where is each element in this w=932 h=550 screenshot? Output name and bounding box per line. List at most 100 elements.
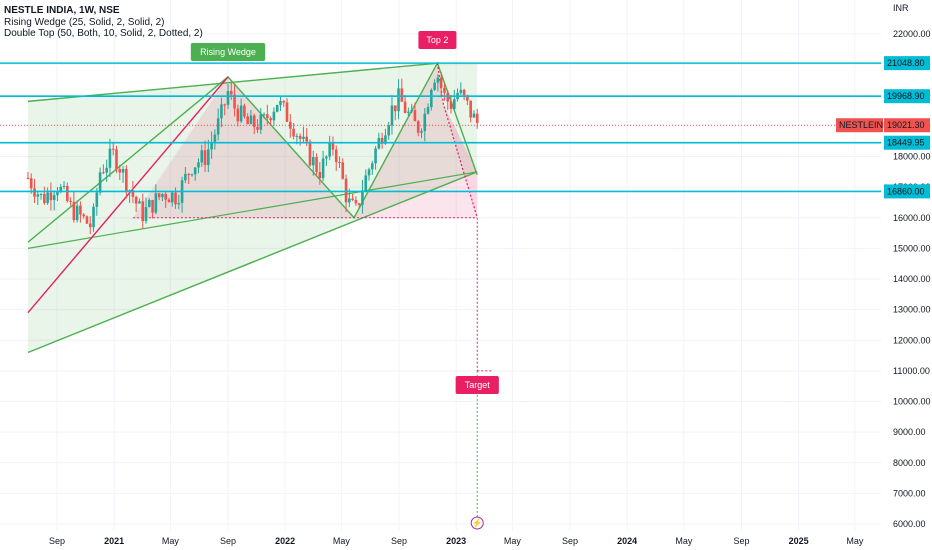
double-top-indicator[interactable]: Double Top (50, Both, 10, Solid, 2, Dott… bbox=[4, 28, 203, 39]
candle-body bbox=[216, 118, 220, 135]
candle-body bbox=[121, 168, 125, 173]
candle-body bbox=[282, 101, 286, 103]
rising-wedge-indicator[interactable]: Rising Wedge (25, Solid, 2, Solid, 2) bbox=[4, 16, 165, 28]
candle-body bbox=[334, 149, 338, 163]
candle-body bbox=[449, 101, 453, 109]
candle-body bbox=[374, 148, 377, 164]
grid bbox=[0, 0, 881, 530]
candle-body bbox=[115, 149, 118, 170]
candle-body bbox=[170, 192, 174, 203]
candle-body bbox=[92, 206, 95, 228]
candle-body bbox=[275, 105, 279, 112]
candle-body bbox=[367, 169, 371, 176]
candle-body bbox=[423, 113, 427, 132]
y-tick-label: 22000.00 bbox=[893, 29, 931, 39]
candle-body bbox=[190, 174, 194, 176]
candle-body bbox=[393, 105, 397, 112]
x-tick-label: Sep bbox=[562, 536, 578, 546]
candle-body bbox=[75, 205, 79, 221]
double-top-leg-1 bbox=[27, 76, 229, 314]
candle-body bbox=[331, 142, 335, 150]
candle-body bbox=[223, 104, 227, 106]
y-tick-label: 7000.00 bbox=[893, 488, 926, 498]
candle-body bbox=[207, 149, 210, 165]
symbol-tag[interactable] bbox=[836, 118, 883, 133]
candle-body bbox=[430, 89, 433, 108]
lightning-icon[interactable] bbox=[470, 516, 484, 530]
symbol-title[interactable]: NESTLE INDIA, 1W, NSE bbox=[4, 5, 120, 16]
candle-body bbox=[325, 156, 328, 159]
candle-body bbox=[26, 177, 30, 179]
candle-body bbox=[33, 188, 36, 197]
y-tick-label: 13000.00 bbox=[893, 305, 931, 315]
candle-body bbox=[318, 172, 322, 179]
candle-body bbox=[315, 157, 318, 173]
time-axis[interactable]: Sep 2021 May Sep 2022 May Sep 2023 May Sep 2024 May… bbox=[49, 536, 864, 546]
candle-body bbox=[338, 162, 341, 164]
x-tick-label: 2023 bbox=[446, 536, 466, 546]
candle-body bbox=[144, 206, 148, 222]
candle-body bbox=[56, 191, 59, 196]
candle-body bbox=[256, 127, 259, 130]
candle-body bbox=[351, 198, 354, 201]
candle-body bbox=[177, 202, 181, 205]
y-tick-label: 18000.00 bbox=[893, 152, 931, 162]
candle-body bbox=[472, 113, 476, 118]
candle-body bbox=[203, 150, 207, 165]
x-tick-label: 2021 bbox=[104, 536, 124, 546]
x-tick-label: May bbox=[333, 536, 351, 546]
candle-body bbox=[138, 201, 141, 204]
candle-body bbox=[226, 91, 230, 105]
candle-body bbox=[43, 193, 46, 204]
level-tag-value: 18449.95 bbox=[887, 138, 925, 148]
x-tick-label: May bbox=[675, 536, 693, 546]
y-tick-label: 15000.00 bbox=[893, 243, 931, 253]
last-price-value: 19021.30 bbox=[887, 120, 925, 130]
level-tag[interactable] bbox=[884, 135, 930, 150]
candle-body bbox=[131, 190, 135, 197]
candle-body bbox=[246, 116, 249, 125]
level-tag[interactable] bbox=[884, 89, 930, 104]
rising-wedge-label: Rising Wedge bbox=[200, 47, 256, 57]
candle-body bbox=[66, 185, 69, 202]
target-label-box bbox=[455, 376, 499, 394]
candle-body bbox=[239, 105, 243, 122]
candle-body bbox=[266, 114, 269, 119]
candle-body bbox=[252, 115, 256, 128]
symbol-tag-text: NESTLEIND bbox=[839, 120, 890, 130]
candlestick-series bbox=[26, 71, 479, 235]
candle-body bbox=[443, 87, 446, 93]
x-tick-label: May bbox=[504, 536, 522, 546]
candle-body bbox=[184, 173, 187, 181]
candle-body bbox=[344, 178, 348, 203]
candle-body bbox=[98, 172, 102, 193]
horizontal-levels[interactable] bbox=[0, 62, 881, 193]
x-tick-label: May bbox=[162, 536, 180, 546]
candle-body bbox=[361, 190, 364, 205]
candle-body bbox=[52, 195, 56, 201]
wedge-lower-line bbox=[27, 171, 478, 354]
candle-body bbox=[341, 162, 345, 179]
candle-body bbox=[85, 216, 89, 224]
candle-body bbox=[59, 186, 63, 192]
candle-body bbox=[348, 198, 351, 203]
x-tick-label: 2022 bbox=[275, 536, 295, 546]
candle-body bbox=[354, 200, 358, 204]
candle-body bbox=[29, 178, 33, 189]
candle-body bbox=[292, 128, 295, 137]
level-tag[interactable] bbox=[884, 56, 930, 71]
candle-body bbox=[157, 193, 161, 198]
y-tick-label: 9000.00 bbox=[893, 427, 926, 437]
candle-body bbox=[452, 99, 456, 109]
candle-body bbox=[475, 113, 479, 123]
candle-body bbox=[269, 118, 272, 121]
candle-body bbox=[400, 88, 404, 102]
candle-body bbox=[259, 114, 263, 130]
last-price-tag[interactable] bbox=[884, 118, 930, 133]
candle-body bbox=[311, 157, 315, 166]
level-tag[interactable] bbox=[884, 184, 930, 199]
candle-body bbox=[69, 201, 72, 203]
candle-body bbox=[197, 162, 200, 168]
price-axis[interactable]: INR22000.0021000.0020000.0019000.0018000… bbox=[836, 3, 931, 529]
